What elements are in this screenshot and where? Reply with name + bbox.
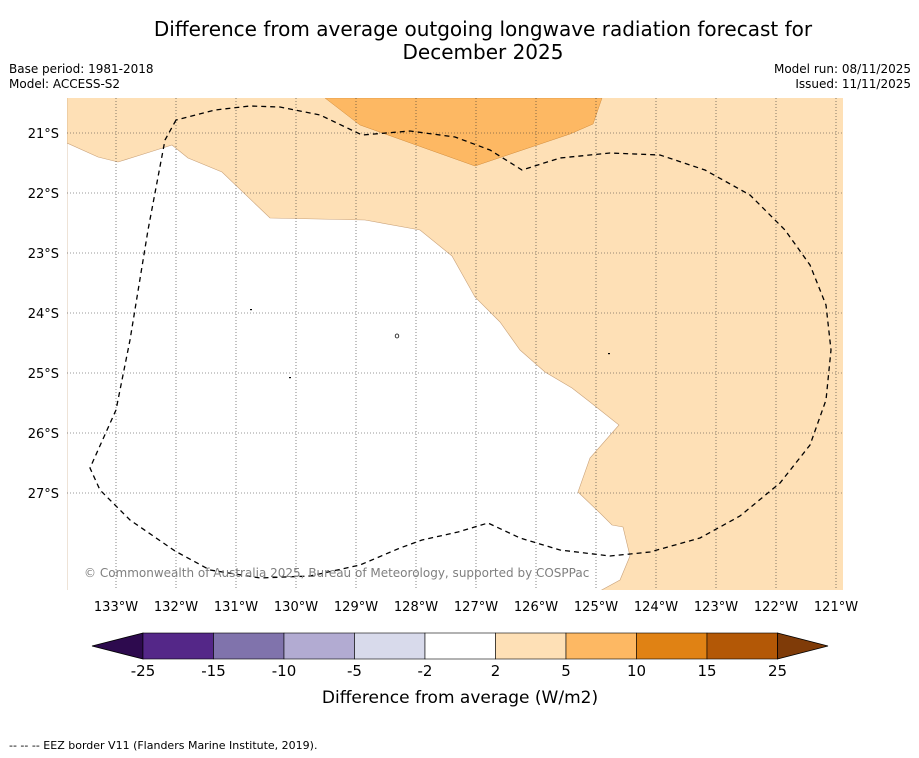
lat-label: 22°S xyxy=(28,187,59,202)
anomaly-neutral-region xyxy=(67,98,631,590)
colorbar-bin xyxy=(495,632,567,660)
colorbar-ticks: -25 -15 -10 -5 -2 2 5 10 15 25 xyxy=(131,662,787,680)
lat-label: 25°S xyxy=(28,367,59,382)
colorbar-tick-label: -25 xyxy=(131,662,156,680)
colorbar-tick-label: 25 xyxy=(768,662,787,680)
colorbar-bin xyxy=(424,632,496,660)
lat-label: 23°S xyxy=(28,247,59,262)
islands xyxy=(250,309,610,379)
colorbar-bin xyxy=(636,632,708,660)
lon-label: 127°W xyxy=(454,600,498,615)
latitude-labels: 21°S 22°S 23°S 24°S 25°S 26°S 27°S xyxy=(28,127,59,502)
lon-label: 123°W xyxy=(694,600,738,615)
map-area: © Commonwealth of Australia 2025, Bureau… xyxy=(67,98,843,590)
island-2 xyxy=(394,333,400,339)
lon-label: 133°W xyxy=(94,600,138,615)
graticule xyxy=(67,98,843,590)
island-3 xyxy=(289,377,291,379)
lon-label: 131°W xyxy=(214,600,258,615)
title-line-2: December 2025 xyxy=(402,40,564,64)
colorbar-tick-label: -15 xyxy=(201,662,226,680)
colorbar-bin xyxy=(283,632,355,660)
lon-label: 125°W xyxy=(574,600,618,615)
base-period: Base period: 1981-2018 xyxy=(9,62,154,76)
lat-label: 24°S xyxy=(28,307,59,322)
longitude-labels: 133°W 132°W 131°W 130°W 129°W 128°W 127°W 126°W… xyxy=(94,600,858,615)
colorbar-bin xyxy=(142,632,214,660)
colorbar-extend-low xyxy=(91,632,144,660)
issued-date: Issued: 11/11/2025 xyxy=(795,77,911,91)
colorbar-bin xyxy=(213,632,285,660)
island-1 xyxy=(250,309,252,311)
lon-label: 129°W xyxy=(334,600,378,615)
eez-legend-note: -- -- -- EEZ border V11 (Flanders Marine… xyxy=(9,739,318,752)
lon-label: 126°W xyxy=(514,600,558,615)
colorbar-bin xyxy=(354,632,426,660)
anomaly-5-10-region xyxy=(324,98,603,167)
lat-label: 26°S xyxy=(28,427,59,442)
model-run: Model run: 08/11/2025 xyxy=(773,62,911,76)
colorbar xyxy=(91,632,829,660)
lon-label: 121°W xyxy=(814,600,858,615)
colorbar-tick-label: -2 xyxy=(418,662,433,680)
colorbar-tick-label: 2 xyxy=(491,662,501,680)
map-title: Difference from average outgoing longwav… xyxy=(0,18,919,64)
lon-label: 130°W xyxy=(274,600,318,615)
meta-right: Model run: 08/11/2025 Issued: 11/11/2025 xyxy=(774,62,911,92)
lon-label: 128°W xyxy=(394,600,438,615)
lon-label: 122°W xyxy=(754,600,798,615)
meta-left: Base period: 1981-2018 Model: ACCESS-S2 xyxy=(9,62,154,92)
colorbar-tick-label: 10 xyxy=(627,662,646,680)
copyright-text: © Commonwealth of Australia 2025, Bureau… xyxy=(84,566,589,580)
model-name: Model: ACCESS-S2 xyxy=(9,77,121,91)
colorbar-extend-high xyxy=(777,632,829,660)
lat-label: 21°S xyxy=(28,127,59,142)
colorbar-tick-label: 5 xyxy=(561,662,571,680)
colorbar-title: Difference from average (W/m2) xyxy=(322,688,598,708)
colorbar-tick-label: 15 xyxy=(697,662,716,680)
island-4 xyxy=(608,353,610,355)
eez-border xyxy=(89,105,832,579)
colorbar-bin xyxy=(706,632,778,660)
colorbar-bin xyxy=(565,632,637,660)
colorbar-tick-label: -5 xyxy=(347,662,362,680)
lat-label: 27°S xyxy=(28,487,59,502)
title-line-1: Difference from average outgoing longwav… xyxy=(153,17,813,41)
lon-label: 124°W xyxy=(634,600,678,615)
lon-label: 132°W xyxy=(154,600,198,615)
colorbar-tick-label: -10 xyxy=(272,662,297,680)
